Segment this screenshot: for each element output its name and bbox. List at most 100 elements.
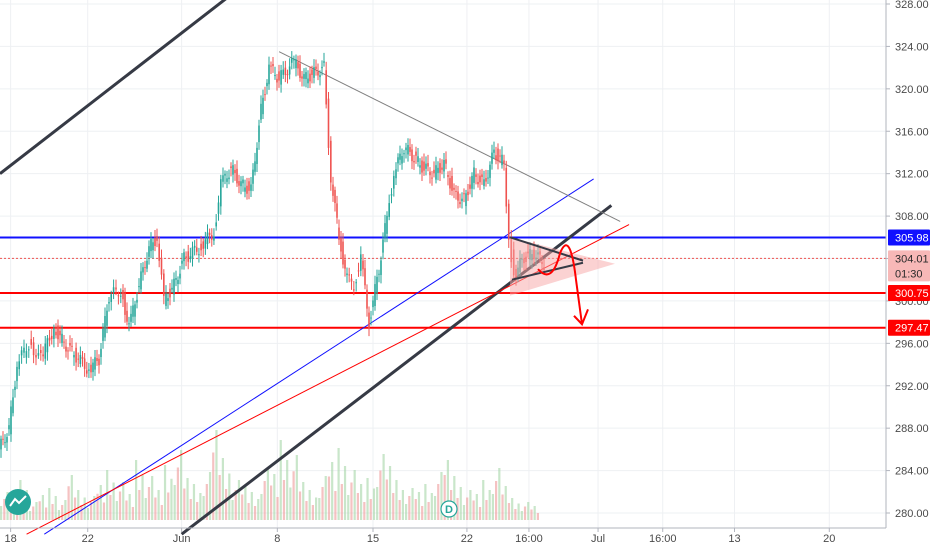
volume-bar	[462, 505, 466, 520]
volume-bar	[51, 504, 54, 520]
volume-bar	[115, 501, 118, 520]
volume-bar	[131, 507, 134, 520]
volume-bar	[385, 479, 388, 520]
candle-body	[191, 247, 194, 259]
volume-bar	[408, 496, 411, 520]
candle-body	[489, 164, 491, 178]
volume-bar	[163, 465, 167, 520]
candle-body	[234, 169, 236, 174]
candle-body	[380, 260, 382, 275]
volume-bar	[388, 466, 392, 520]
volume-bar	[234, 490, 237, 520]
candle-body	[301, 76, 303, 79]
volume-bar	[35, 502, 38, 520]
candle-body	[278, 71, 280, 81]
price-tag	[888, 284, 930, 301]
candle-body	[473, 167, 475, 183]
volume-bar	[308, 490, 311, 520]
volume-bar	[337, 448, 340, 520]
candle-body	[98, 358, 100, 366]
volume-bar	[350, 482, 353, 520]
candle-body	[250, 184, 252, 191]
candle-body	[48, 337, 51, 341]
volume-bar	[183, 488, 186, 520]
volume-bar	[141, 475, 144, 520]
candle-body	[274, 75, 276, 77]
candle-body	[79, 354, 82, 364]
candle-body	[37, 353, 40, 356]
volume-bar	[343, 466, 347, 520]
candle-body	[177, 279, 179, 285]
volume-bar	[38, 501, 41, 520]
candle-body	[299, 63, 301, 78]
candle-body	[439, 163, 441, 173]
volume-bar	[118, 491, 122, 520]
candle-body	[348, 274, 350, 276]
candle-body	[256, 147, 258, 165]
candle-body	[124, 293, 126, 315]
volume-bar	[202, 496, 205, 520]
candle-body	[388, 203, 390, 217]
candle-body	[158, 243, 160, 261]
triangle-lower-edge	[511, 261, 584, 281]
volume-bar	[260, 494, 263, 520]
volume-bar	[475, 494, 478, 520]
volume-bar	[212, 452, 215, 520]
candle-body	[286, 74, 289, 76]
volume-bar	[167, 492, 170, 520]
volume-bar	[469, 490, 472, 520]
candle-body	[311, 69, 313, 75]
volume-bar	[353, 470, 356, 520]
candle-body	[353, 289, 355, 291]
time-axis[interactable]: 18 22 Jun 8 15 22 16:00 Jul 16:00 13 20	[0, 527, 886, 545]
candle-body	[126, 310, 128, 322]
candle-body	[28, 349, 30, 351]
candle-body	[165, 293, 167, 306]
volume-bar	[151, 476, 154, 520]
candle-body	[110, 294, 112, 302]
triangle-pattern	[509, 236, 615, 327]
volume-bar	[241, 494, 244, 520]
candle-body	[12, 397, 14, 414]
volume-bar	[440, 472, 443, 520]
candle-body	[366, 289, 368, 309]
candle-body	[213, 236, 215, 241]
candle-body	[63, 341, 65, 343]
volume-bar	[86, 508, 89, 520]
y-tick-label: 288.00	[895, 423, 929, 435]
volume-bar	[533, 506, 536, 520]
candle-body	[447, 175, 449, 177]
volume-bar	[189, 499, 192, 520]
candle-body	[336, 203, 338, 218]
candle-body	[374, 284, 376, 307]
candle-body	[313, 67, 315, 78]
candle-body	[193, 245, 196, 248]
candle-body	[501, 154, 503, 166]
volume-bar	[289, 487, 292, 520]
candle-body	[491, 152, 493, 164]
candle-body	[461, 198, 463, 202]
candle-body	[272, 64, 274, 67]
price-tag-label: 305.98	[895, 233, 929, 245]
candle-body	[167, 298, 169, 302]
y-tick-label: 308.00	[895, 211, 929, 223]
candle-body	[443, 160, 445, 172]
volume-bar	[315, 497, 318, 520]
candle-body	[204, 239, 207, 249]
volume-bar	[205, 484, 208, 520]
candle-body	[96, 358, 98, 362]
candle-body	[451, 175, 453, 191]
candle-body	[156, 236, 158, 241]
candle-body	[42, 354, 44, 357]
volume-bar	[160, 505, 163, 520]
candle-body	[397, 157, 399, 164]
y-tick-label: 292.00	[895, 381, 929, 393]
candle-body	[183, 252, 185, 262]
candle-body	[130, 313, 132, 322]
volume-bar	[45, 507, 48, 520]
volume-bar	[340, 484, 343, 520]
volume-bar	[498, 468, 501, 520]
volume-bar	[327, 476, 331, 520]
candle-body	[35, 355, 37, 358]
